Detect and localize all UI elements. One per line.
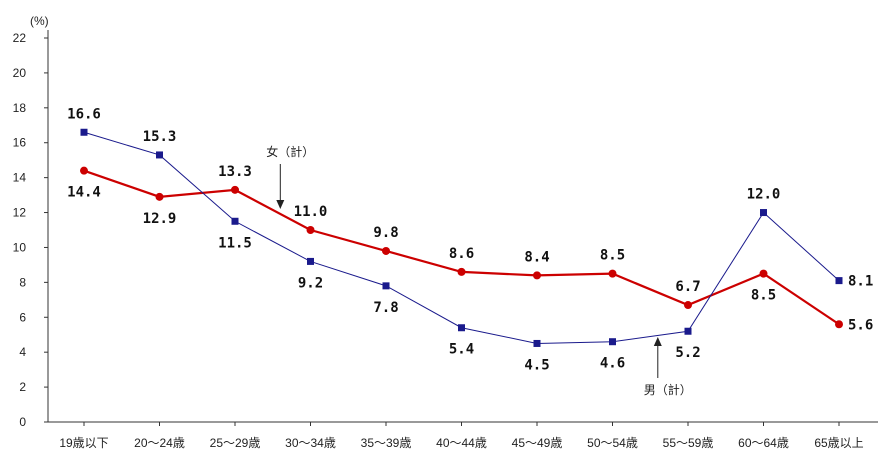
data-labels: 14.4 12.9 13.3 11.0 9.8 8.6 8.4 8.5 6.7 8.5 5.6 16.…: [67, 106, 873, 373]
y-tick-label: 6: [19, 310, 26, 324]
data-label-female: 6.7: [675, 279, 700, 295]
marker-male: [609, 338, 616, 346]
data-label-male: 9.2: [298, 275, 323, 291]
data-label-male: 7.8: [373, 300, 398, 316]
x-tick-label: 55～59歳: [663, 436, 714, 450]
x-tick-label: 45～49歳: [512, 436, 563, 450]
data-label-male: 11.5: [218, 235, 252, 251]
x-tick-label: 30～34歳: [285, 436, 336, 450]
y-tick-label: 12: [13, 206, 27, 220]
marker-male: [533, 339, 541, 347]
y-tick-label: 22: [13, 31, 27, 45]
marker-female: [306, 226, 315, 234]
x-tick-label: 20～24歳: [134, 436, 185, 450]
marker-male: [382, 282, 390, 290]
data-label-male: 16.6: [67, 106, 101, 122]
marker-male: [835, 277, 843, 285]
marker-female: [608, 269, 617, 278]
data-label-male: 4.6: [600, 356, 625, 372]
y-tick-label: 8: [19, 275, 26, 289]
marker-male: [307, 257, 314, 265]
x-tick-label: 65歳以上: [814, 436, 863, 450]
marker-female: [457, 267, 466, 276]
x-tick-label: 35～39歳: [361, 436, 412, 450]
series-lines: [80, 128, 843, 347]
x-tick-label: 25～29歳: [210, 436, 261, 450]
data-label-female: 5.6: [848, 317, 873, 333]
marker-male: [231, 217, 239, 225]
marker-female: [231, 185, 239, 194]
marker-female: [835, 320, 843, 329]
data-label-male: 5.4: [449, 342, 474, 358]
x-tick-label: 60～64歳: [738, 436, 789, 450]
marker-male: [156, 151, 163, 159]
marker-female: [80, 166, 88, 175]
data-label-female: 8.6: [449, 246, 474, 262]
x-tick-label: 50～54歳: [587, 436, 638, 450]
series-annotations: 女（計） 男（計）: [266, 144, 692, 397]
annotation-female-label: 女（計）: [266, 144, 314, 159]
data-label-female: 9.8: [373, 225, 398, 241]
y-tick-label: 2: [19, 380, 26, 394]
data-label-female: 11.0: [294, 204, 328, 220]
data-label-female: 13.3: [218, 164, 252, 180]
marker-female: [533, 271, 541, 280]
data-label-female: 12.9: [143, 211, 177, 227]
y-tick-label: 16: [13, 136, 27, 150]
marker-male: [80, 128, 88, 136]
data-label-female: 8.5: [600, 248, 625, 264]
y-tick-label: 18: [13, 101, 27, 115]
data-label-female: 14.4: [67, 185, 101, 201]
y-tick-label: 20: [13, 66, 27, 80]
y-tick-label: 4: [19, 345, 26, 359]
data-label-male: 5.2: [675, 345, 700, 361]
y-tick-label: 0: [19, 415, 26, 429]
annotation-male-arrowhead: [653, 337, 662, 346]
y-tick-label: 14: [13, 171, 27, 185]
marker-female: [382, 246, 390, 255]
marker-female: [155, 192, 164, 201]
data-label-female: 8.4: [524, 249, 549, 265]
marker-male: [760, 209, 767, 217]
annotation-male-label: 男（計）: [644, 382, 692, 397]
data-label-male: 12.0: [747, 187, 781, 203]
marker-male: [458, 324, 465, 332]
x-tick-label: 40～44歳: [436, 436, 487, 450]
data-label-female: 8.5: [751, 288, 776, 304]
marker-male: [684, 327, 692, 335]
y-unit-label: (%): [30, 14, 49, 28]
annotation-female-arrowhead: [276, 200, 285, 209]
data-label-male: 8.1: [848, 274, 873, 290]
axes: 0 2 4 6 8 10 12 14 16 18 20 22 19歳以下 20～24歳 25～29歳 30～3…: [13, 30, 878, 450]
x-tick-label: 19歳以下: [59, 436, 108, 450]
series-line-male: [83, 131, 840, 344]
marker-female: [759, 269, 768, 278]
data-label-male: 15.3: [143, 129, 177, 145]
marker-female: [684, 301, 692, 310]
data-label-male: 4.5: [524, 357, 549, 373]
y-tick-label: 10: [13, 240, 27, 254]
